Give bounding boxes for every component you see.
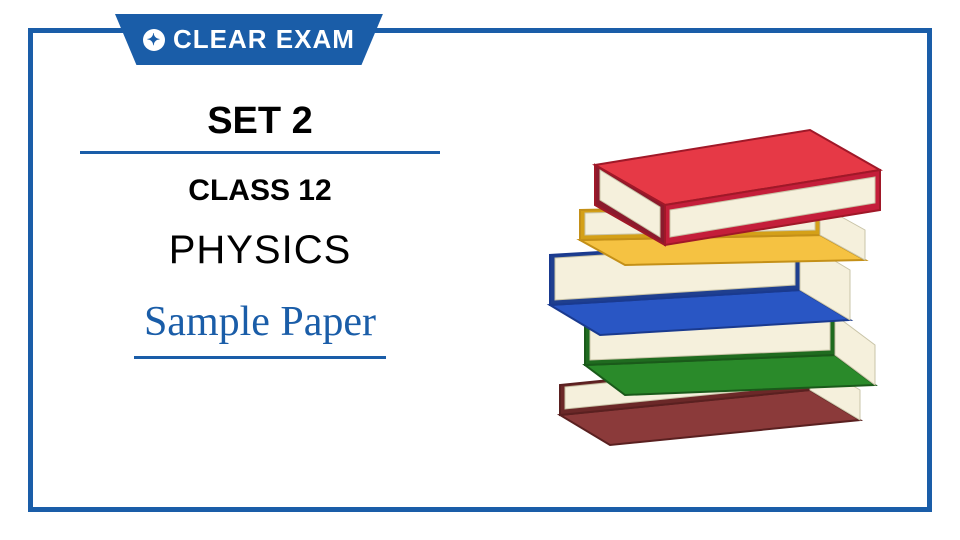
content-block: SET 2 CLASS 12 PHYSICS Sample Paper (80, 100, 440, 359)
compass-icon (143, 29, 165, 51)
logo-badge: CLEAR EXAM (115, 14, 383, 65)
divider-top (80, 151, 440, 154)
subject-label: PHYSICS (80, 228, 440, 273)
class-label: CLASS 12 (80, 174, 440, 208)
paper-label: Sample Paper (80, 298, 440, 356)
logo-text: CLEAR EXAM (173, 24, 355, 55)
books-illustration (500, 75, 900, 475)
set-title: SET 2 (80, 100, 440, 151)
divider-bottom (134, 356, 386, 359)
